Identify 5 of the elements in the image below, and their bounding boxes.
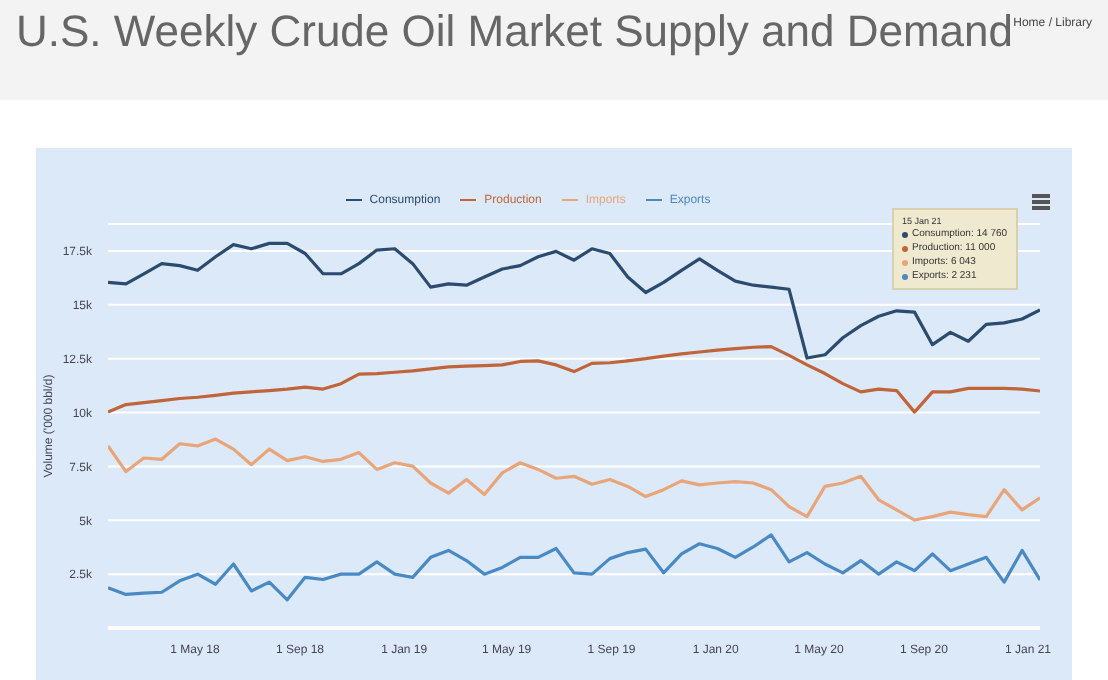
- line-series: [108, 437, 1040, 522]
- line-series: [108, 345, 1040, 414]
- chart-title: U.S. Weekly Crude Oil Market Supply and Demand: [16, 6, 1013, 58]
- line-series: [108, 533, 1040, 602]
- line-series: [108, 241, 1040, 360]
